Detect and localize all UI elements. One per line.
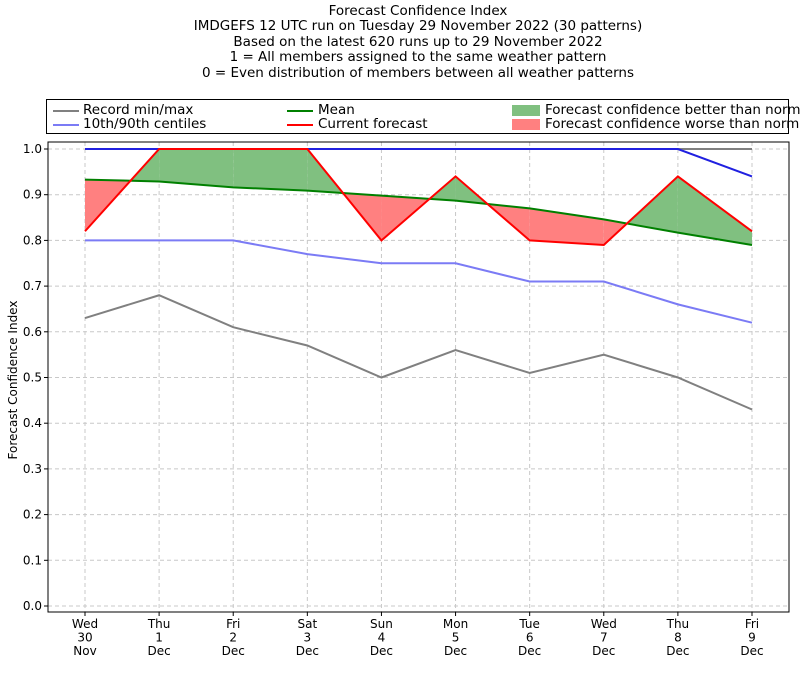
- x-tick-label: 2: [229, 631, 237, 645]
- y-tick-label: 0.6: [23, 325, 42, 339]
- y-tick-label: 0.1: [23, 553, 42, 567]
- x-tick-label: Dec: [592, 644, 615, 658]
- y-tick-label: 0.5: [23, 371, 42, 385]
- legend-swatch-current: [287, 124, 313, 126]
- legend-swatch-worse: [512, 119, 540, 130]
- y-tick-label: 1.0: [23, 142, 42, 156]
- fill-better-than-normal: [677, 176, 752, 245]
- x-tick-label: 7: [600, 631, 608, 645]
- legend-label-worse: Forecast confidence worse than normal: [545, 116, 800, 132]
- x-tick-label: Dec: [147, 644, 170, 658]
- x-tick-label: 5: [452, 631, 460, 645]
- y-tick-label: 0.3: [23, 462, 42, 476]
- chart-subtitle-scale-min: 0 = Even distribution of members between…: [201, 64, 635, 81]
- legend-swatch-mean: [287, 110, 313, 112]
- y-tick-label: 0.4: [23, 416, 42, 430]
- x-tick-label: Wed: [591, 617, 617, 631]
- x-tick-label: Sun: [370, 617, 393, 631]
- legend-swatch-better: [512, 105, 540, 116]
- legend-label-current: Current forecast: [318, 116, 428, 132]
- x-tick-label: Dec: [666, 644, 689, 658]
- series-mean-path: [84, 178, 753, 246]
- x-tick-label: Dec: [370, 644, 393, 658]
- x-tick-label: Dec: [222, 644, 245, 658]
- series-current-forecast-path: [84, 148, 753, 246]
- chart-subtitle-run: IMDGEFS 12 UTC run on Tuesday 29 Novembe…: [193, 18, 643, 35]
- confidence-fill-layer: [85, 149, 752, 245]
- series-record-min: [84, 294, 753, 411]
- x-tick-label: Thu: [147, 617, 171, 631]
- x-tick-label: Fri: [745, 617, 759, 631]
- x-tick-label: 1: [155, 631, 163, 645]
- y-axis-ticks: 0.0 0.1 0.2 0.3 0.4 0.5 0.6 0.7 0.8 0.9 1.0: [23, 142, 48, 613]
- x-tick-label: 4: [378, 631, 386, 645]
- series-current-forecast: [84, 148, 753, 246]
- x-tick-label: Dec: [444, 644, 467, 658]
- legend-label-mean: Mean: [318, 102, 355, 118]
- legend-swatch-record: [53, 110, 79, 112]
- y-tick-label: 0.0: [23, 599, 42, 613]
- chart-subtitle-basis: Based on the latest 620 runs up to 29 No…: [233, 33, 603, 50]
- chart-title: Forecast Confidence Index: [328, 3, 508, 19]
- legend-swatch-centiles: [53, 124, 79, 126]
- fill-better-than-normal: [159, 149, 234, 188]
- x-tick-label: 3: [304, 631, 312, 645]
- x-tick-label: 6: [526, 631, 534, 645]
- x-tick-label: Mon: [443, 617, 468, 631]
- y-tick-label: 0.8: [23, 233, 42, 247]
- x-tick-label: 8: [674, 631, 682, 645]
- legend-label-record: Record min/max: [83, 102, 194, 118]
- x-tick-label: 9: [748, 631, 756, 645]
- x-tick-label: Wed: [72, 617, 98, 631]
- series-10th-centile: [84, 239, 753, 324]
- x-tick-label: Dec: [740, 644, 763, 658]
- y-tick-label: 0.7: [23, 279, 42, 293]
- y-tick-label: 0.9: [23, 188, 42, 202]
- series-record-min-path: [84, 294, 753, 411]
- x-tick-label: Tue: [518, 617, 540, 631]
- series-10th-centile-path: [85, 239, 753, 324]
- x-tick-label: 30: [77, 631, 92, 645]
- x-tick-label: Fri: [226, 617, 240, 631]
- x-tick-label: Thu: [666, 617, 690, 631]
- series-layer: [84, 148, 753, 411]
- y-tick-label: 0.2: [23, 508, 42, 522]
- series-mean: [84, 178, 753, 246]
- chart-title-block: Forecast Confidence Index IMDGEFS 12 UTC…: [0, 3, 800, 81]
- legend-label-centiles: 10th/90th centiles: [83, 116, 207, 132]
- x-tick-label: Dec: [518, 644, 541, 658]
- x-tick-label: Nov: [73, 644, 96, 658]
- y-axis-label: Forecast Confidence Index: [6, 301, 20, 460]
- fill-better-than-normal: [233, 149, 308, 191]
- chart-legend: Record min/max 10th/90th centiles Mean C…: [46, 99, 800, 134]
- legend-label-better: Forecast confidence better than normal: [545, 102, 800, 118]
- fill-better-than-normal: [626, 176, 678, 233]
- grid-layer: [48, 142, 789, 612]
- x-tick-label: Dec: [296, 644, 319, 658]
- chart-subtitle-scale-max: 1 = All members assigned to the same wea…: [229, 49, 607, 66]
- x-axis-ticks: Wed30NovThu1DecFri2DecSat3DecSun4DecMon5…: [72, 612, 764, 658]
- x-tick-label: Sat: [297, 617, 317, 631]
